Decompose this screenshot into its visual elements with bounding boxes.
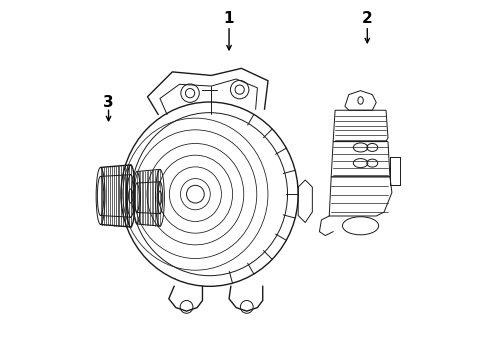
- Text: 2: 2: [362, 11, 373, 26]
- Text: 1: 1: [224, 11, 234, 26]
- Text: 3: 3: [103, 95, 114, 109]
